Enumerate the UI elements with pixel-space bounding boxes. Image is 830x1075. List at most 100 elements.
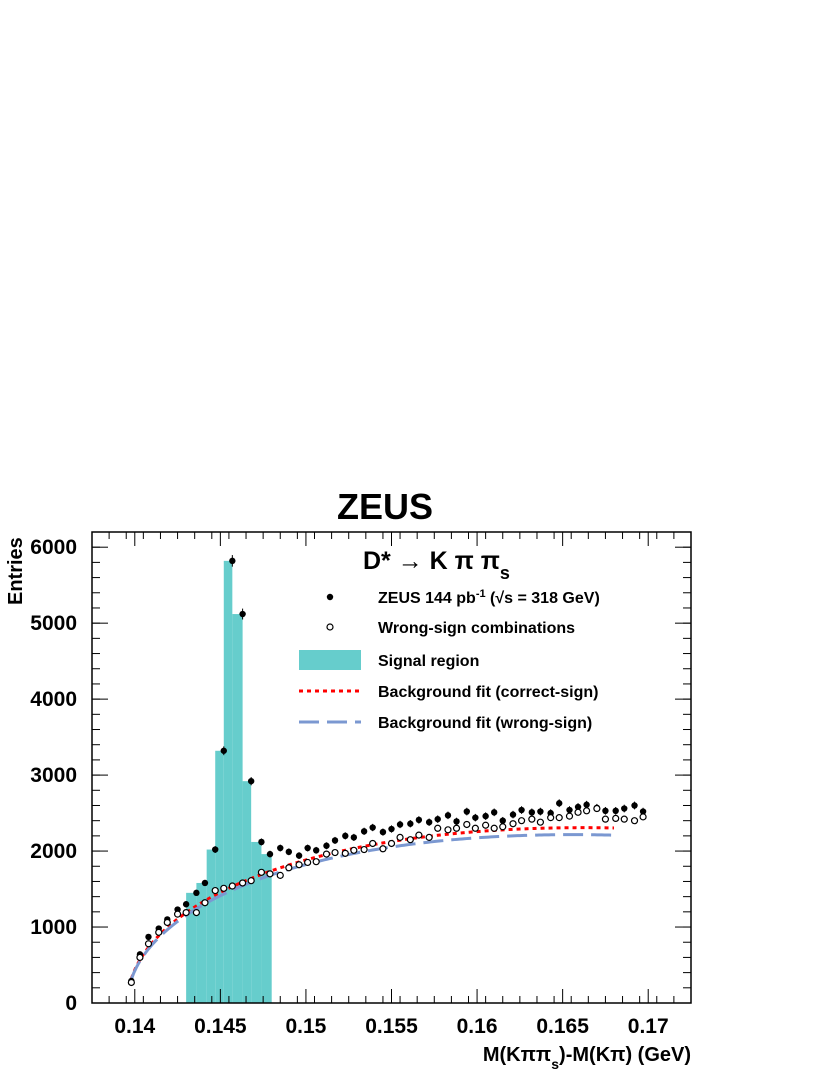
signal-bin [242,781,252,1003]
wrong-sign-point [555,814,563,822]
data-point [201,879,209,887]
data-point [444,812,452,819]
wrong-sign-point [239,879,247,887]
data-point [472,814,479,821]
legend-wrong-sign-label: Wrong-sign combinations [378,620,575,637]
data-point [490,809,498,816]
fit-wrong-sign-line [129,833,615,980]
y-tick-label: 5000 [30,612,77,635]
wrong-sign-point [220,884,228,892]
data-point [277,844,284,852]
wrong-sign-point [285,864,293,872]
data-point [528,809,536,816]
data-point [518,806,525,814]
data-point [369,824,376,831]
wrong-sign-point [509,820,517,828]
data-point [434,815,441,823]
wrong-sign-point [322,850,331,858]
signal-bin [223,560,233,1003]
wrong-sign-point [444,826,452,834]
signal-bin [186,892,197,1003]
fit-curves [129,826,615,980]
x-tick-label: 0.155 [365,1015,418,1038]
signal-bin [196,882,207,1003]
x-tick-label: 0.17 [628,1015,669,1038]
data-point [304,844,311,852]
data-point [220,747,227,754]
wrong-sign-point [639,813,647,821]
wrong-sign-point [612,814,620,822]
y-tick-label: 0 [65,992,77,1015]
data-point [182,901,190,908]
data-point [247,777,255,785]
data-point [295,852,303,859]
wrong-sign-point [528,815,536,823]
x-tick-label: 0.15 [285,1015,326,1038]
wrong-sign-point [257,868,266,876]
wrong-sign-point [434,824,442,832]
wrong-sign-point [490,824,498,832]
wrong-sign-point [517,817,526,825]
wrong-sign-point [127,978,135,987]
wrong-sign-point [536,818,544,826]
x-tick-label: 0.145 [194,1015,247,1038]
data-point [407,820,414,827]
wrong-sign-point [593,804,601,813]
data-point [509,811,517,818]
legend-fit-wrong-label: Background fit (wrong-sign) [378,715,592,732]
y-tick-label: 6000 [30,536,77,559]
data-point [258,838,265,846]
experiment-label: ZEUS [337,486,433,527]
wrong-sign-point [247,877,255,885]
wrong-sign-point [482,821,490,829]
legend-fit-correct-label: Background fit (correct-sign) [378,684,598,701]
data-point [415,816,423,824]
wrong-sign-point [192,908,200,917]
data-point [574,803,582,811]
data-point [583,801,590,808]
data-points [127,555,647,987]
wrong-sign-point [211,886,219,895]
wrong-sign-point [266,870,274,878]
wrong-sign-point [144,940,153,948]
data-point [193,889,200,897]
tick-labels: 0.14 0.145 0.15 0.155 0.16 0.165 0.17 0 1000 2000… [30,536,668,1038]
data-point [312,847,320,854]
data-point [342,832,349,840]
wrong-sign-point [583,807,591,815]
wrong-sign-point [304,858,312,867]
signal-bin [261,854,272,1003]
wrong-sign-point [228,882,236,890]
data-point [350,834,358,841]
wrong-sign-point [136,953,144,962]
wrong-sign-point [499,823,507,831]
wrong-sign-point [350,846,358,854]
data-point [453,818,460,825]
fit-correct-sign-line [129,826,615,980]
wrong-sign-point [331,848,339,857]
wrong-sign-point [341,849,349,857]
y-tick-label: 3000 [30,764,77,787]
data-point [266,850,274,858]
data-point [463,808,471,815]
data-point [602,807,609,815]
data-point [285,848,293,856]
wrong-sign-point [295,861,303,869]
legend-signal-label: Signal region [378,653,479,670]
wrong-sign-point [276,871,284,879]
x-tick-label: 0.14 [114,1015,155,1038]
x-tick-label: 0.16 [457,1015,498,1038]
wrong-sign-point [387,839,396,848]
wrong-sign-point [182,908,190,917]
legend-wrong-sign-marker [326,623,334,631]
wrong-sign-point [163,918,171,927]
data-point [388,825,395,833]
wrong-sign-point [630,817,639,825]
wrong-sign-point [360,845,368,854]
wrong-sign-point [312,858,320,866]
data-point [499,817,506,824]
signal-bin [232,614,243,1003]
wrong-sign-point [471,824,479,832]
wrong-sign-point [565,812,574,820]
